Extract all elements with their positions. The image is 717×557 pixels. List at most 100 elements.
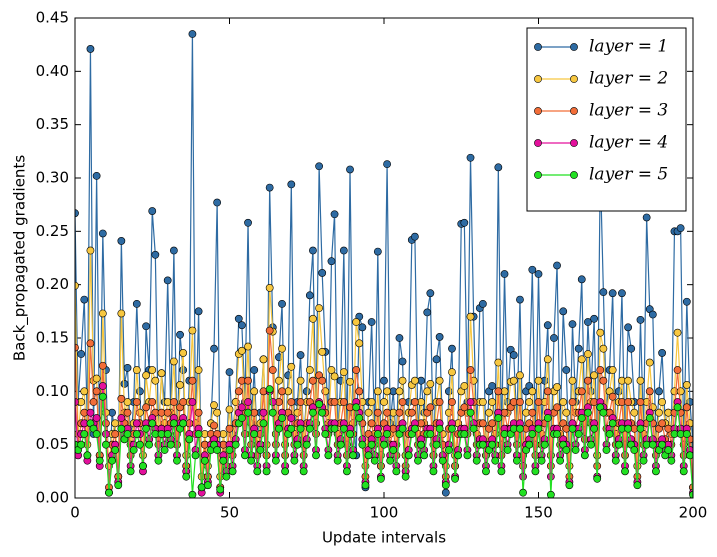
point bbox=[191, 451, 200, 460]
point bbox=[268, 366, 277, 374]
point bbox=[108, 456, 116, 465]
point bbox=[543, 387, 552, 396]
point bbox=[216, 485, 225, 494]
point bbox=[407, 408, 416, 417]
point bbox=[392, 467, 401, 476]
point bbox=[228, 467, 237, 476]
point bbox=[352, 318, 361, 326]
point bbox=[312, 430, 320, 438]
point bbox=[574, 430, 583, 438]
point bbox=[302, 387, 311, 396]
point bbox=[123, 398, 132, 406]
y-tick-label: 0.15 bbox=[36, 329, 69, 347]
point bbox=[590, 424, 599, 433]
point bbox=[546, 472, 555, 481]
point bbox=[281, 467, 290, 476]
point bbox=[410, 424, 419, 433]
point bbox=[648, 310, 657, 319]
point bbox=[278, 344, 286, 353]
point bbox=[478, 419, 487, 428]
point bbox=[676, 387, 685, 396]
point bbox=[364, 451, 373, 460]
point bbox=[466, 153, 475, 162]
legend-marker bbox=[570, 139, 578, 147]
point bbox=[160, 446, 169, 454]
point bbox=[525, 440, 534, 449]
point bbox=[89, 398, 98, 406]
point bbox=[516, 371, 524, 380]
point bbox=[380, 376, 388, 385]
point bbox=[441, 488, 450, 497]
point bbox=[577, 387, 586, 396]
point bbox=[135, 408, 144, 417]
point bbox=[568, 320, 577, 329]
point bbox=[92, 414, 101, 422]
point bbox=[624, 376, 633, 385]
point bbox=[534, 270, 543, 278]
point bbox=[516, 295, 524, 304]
point bbox=[318, 376, 327, 385]
point bbox=[689, 490, 693, 498]
point bbox=[432, 440, 441, 449]
point bbox=[296, 398, 305, 406]
point bbox=[231, 440, 240, 449]
point bbox=[645, 358, 654, 367]
point bbox=[664, 446, 673, 454]
point bbox=[241, 451, 249, 460]
point bbox=[352, 366, 361, 374]
point bbox=[509, 351, 518, 359]
point bbox=[673, 366, 682, 374]
point bbox=[237, 346, 246, 355]
point bbox=[275, 424, 283, 433]
point bbox=[550, 334, 558, 342]
point bbox=[636, 315, 645, 324]
point bbox=[380, 440, 388, 449]
point bbox=[596, 328, 605, 337]
point bbox=[460, 382, 469, 390]
point bbox=[423, 387, 432, 396]
legend-box bbox=[526, 27, 687, 212]
point bbox=[213, 408, 222, 417]
point bbox=[275, 376, 283, 385]
point bbox=[309, 376, 317, 385]
point bbox=[528, 265, 537, 274]
point bbox=[358, 323, 367, 332]
x-tick-label: 50 bbox=[220, 504, 239, 522]
point bbox=[259, 355, 268, 364]
point bbox=[244, 376, 252, 385]
point bbox=[98, 229, 107, 238]
point bbox=[349, 451, 357, 460]
x-tick-label: 200 bbox=[679, 504, 708, 522]
point bbox=[203, 481, 212, 490]
point bbox=[383, 387, 391, 396]
point bbox=[460, 403, 469, 412]
legend-label: layer = 1 bbox=[589, 37, 668, 57]
legend-marker bbox=[570, 75, 578, 83]
point bbox=[210, 344, 218, 353]
point bbox=[367, 419, 376, 428]
point bbox=[355, 414, 364, 422]
point bbox=[305, 424, 314, 433]
point bbox=[488, 398, 497, 406]
y-tick-label: 0.35 bbox=[36, 115, 69, 133]
point bbox=[244, 408, 252, 417]
point bbox=[309, 408, 317, 417]
point bbox=[519, 488, 527, 497]
point bbox=[213, 446, 222, 454]
point bbox=[278, 299, 286, 308]
point bbox=[426, 430, 435, 438]
point bbox=[494, 358, 503, 367]
legend-label: layer = 2 bbox=[589, 69, 668, 89]
point bbox=[417, 440, 425, 449]
point bbox=[528, 430, 537, 438]
point bbox=[163, 408, 172, 417]
point bbox=[466, 312, 475, 321]
point bbox=[318, 347, 327, 356]
point bbox=[132, 366, 141, 374]
point bbox=[259, 408, 268, 417]
point bbox=[383, 430, 391, 438]
point bbox=[562, 366, 571, 374]
point bbox=[339, 368, 348, 377]
point bbox=[584, 350, 592, 358]
point bbox=[608, 392, 617, 401]
